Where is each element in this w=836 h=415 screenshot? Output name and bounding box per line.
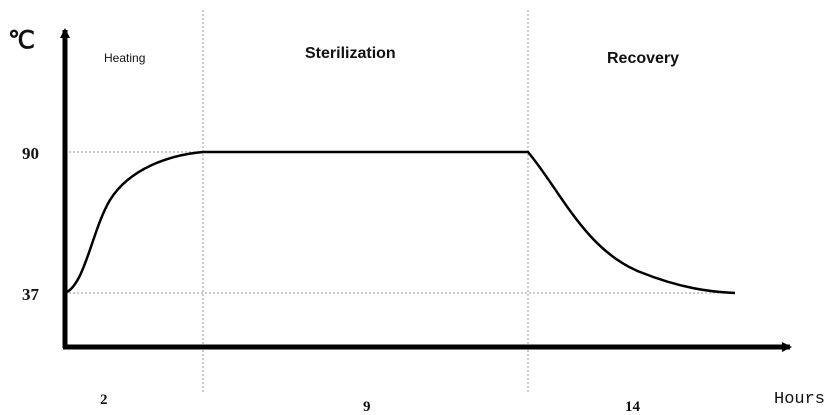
level-label: 37: [22, 285, 40, 304]
phase-name: Sterilization: [305, 45, 396, 62]
temperature-curve: [64, 150, 736, 295]
level-label: 90: [22, 144, 39, 163]
phase-duration: 9: [363, 399, 371, 415]
phase-name: Recovery: [607, 50, 679, 67]
phase-duration: 2: [100, 392, 108, 408]
phase-name: Heating: [104, 51, 145, 65]
phase-duration: 14: [625, 399, 641, 415]
y-axis-label: ℃: [8, 28, 35, 54]
x-axis-label: Hours: [774, 390, 825, 409]
